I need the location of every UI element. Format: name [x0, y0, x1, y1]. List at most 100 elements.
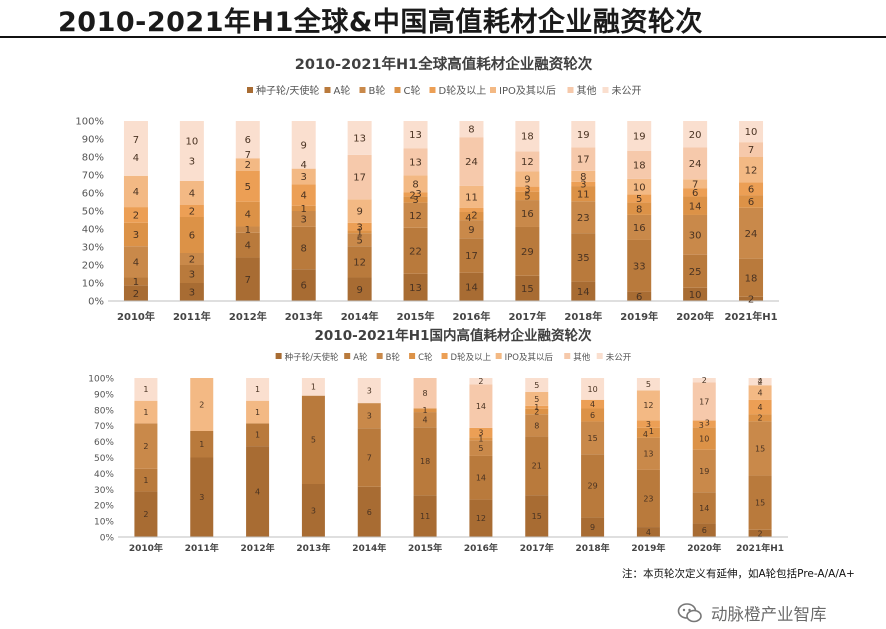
wechat-logo-icon	[677, 603, 702, 623]
domestic-legend-label-0: 种子轮/天使轮	[285, 352, 339, 363]
global-bar-segment	[235, 121, 260, 159]
global-bar-segment	[515, 275, 540, 301]
domestic-legend-swatch-4	[441, 353, 448, 359]
domestic-data-label: 3	[367, 386, 372, 395]
global-bar-segment	[683, 214, 708, 255]
global-data-label: 6	[301, 281, 307, 292]
global-data-label: 12	[353, 257, 366, 268]
global-data-label: 7	[245, 275, 251, 286]
global-data-label: 13	[409, 283, 422, 294]
domestic-data-label: 6	[367, 508, 372, 517]
global-bar-segment	[347, 230, 372, 234]
domestic-bar-segment	[357, 428, 381, 487]
global-data-label: 8	[580, 172, 586, 183]
domestic-bar-segment	[134, 491, 158, 537]
global-data-label: 11	[465, 192, 478, 203]
global-data-label: 2	[133, 211, 139, 222]
domestic-data-label: 4	[646, 528, 651, 537]
global-data-label: 4	[301, 160, 307, 171]
global-bar-segment	[739, 142, 764, 157]
domestic-data-label: 10	[587, 385, 597, 394]
domestic-ytick-label: 10%	[94, 518, 114, 528]
global-data-label: 6	[748, 197, 754, 208]
domestic-data-label: 17	[699, 397, 709, 406]
global-data-label: 35	[577, 253, 590, 264]
domestic-data-label: 4	[758, 403, 763, 412]
global-ytick-label: 40%	[82, 225, 104, 236]
title-rule	[0, 36, 886, 38]
domestic-legend-swatch-1	[344, 353, 351, 359]
global-data-label: 18	[633, 160, 646, 171]
domestic-data-label: 5	[311, 436, 316, 445]
global-data-label: 17	[577, 155, 590, 166]
global-bar-segment	[179, 253, 204, 265]
global-bar-segment	[627, 194, 652, 203]
domestic-category-label: 2012年	[241, 542, 275, 554]
global-data-label: 4	[133, 257, 139, 268]
domestic-data-label: 1	[143, 385, 148, 394]
global-bar-segment	[683, 147, 708, 180]
domestic-bar-segment	[413, 408, 437, 413]
domestic-bar-segment	[246, 423, 270, 447]
domestic-bar-segment	[581, 517, 605, 537]
domestic-bar-segment	[413, 427, 437, 496]
domestic-category-label: 2011年	[185, 542, 219, 554]
domestic-bar-segment	[692, 420, 716, 428]
global-bar-segment	[123, 285, 148, 301]
global-bar-segment	[739, 258, 764, 297]
domestic-bar-segment	[469, 437, 493, 441]
global-bar-segment	[571, 233, 596, 282]
global-bar-segment	[235, 226, 260, 233]
global-data-label: 5	[524, 191, 530, 202]
global-data-label: 2	[748, 294, 754, 305]
global-legend-label-5: IPO及其以后	[499, 85, 556, 97]
global-category-label: 2010年	[117, 310, 155, 323]
domestic-category-label: 2019年	[631, 542, 665, 554]
global-bar-segment	[179, 121, 204, 181]
domestic-data-label: 5	[646, 380, 651, 389]
domestic-data-label: 1	[478, 435, 483, 444]
domestic-bar-segment	[525, 378, 549, 392]
domestic-data-label: 4	[758, 388, 763, 397]
global-data-label: 4	[189, 189, 195, 200]
global-bar-segment	[683, 188, 708, 197]
global-bar-segment	[459, 185, 484, 208]
global-data-label: 14	[689, 201, 702, 212]
domestic-ytick-label: 30%	[94, 486, 114, 496]
global-data-label: 10	[186, 137, 199, 148]
global-bar-segment	[683, 121, 708, 148]
domestic-bar-segment	[357, 486, 381, 537]
global-bar-segment	[627, 202, 652, 215]
domestic-legend-swatch-0	[275, 353, 282, 359]
global-data-label: 6	[245, 135, 251, 146]
domestic-bar-segment	[748, 399, 772, 415]
global-data-label: 2	[409, 191, 415, 202]
global-data-label: 3	[189, 288, 195, 299]
domestic-data-label: 2	[702, 376, 707, 385]
domestic-legend-label-7: 未公开	[606, 352, 632, 363]
domestic-chart-title: 2010-2021年H1国内高值耗材企业融资轮次	[315, 327, 592, 344]
global-bar-segment	[683, 254, 708, 288]
global-bar-segment	[123, 222, 148, 247]
global-bar-segment	[347, 246, 372, 278]
global-data-label: 3	[524, 185, 530, 196]
global-data-label: 2	[189, 207, 195, 218]
global-bar-segment	[235, 201, 260, 227]
global-category-label: 2017年	[508, 310, 546, 323]
global-data-label: 8	[468, 125, 474, 136]
global-bar-segment	[571, 281, 596, 301]
domestic-bar-segment	[246, 446, 270, 537]
global-bar-segment	[459, 272, 484, 301]
domestic-bar-segment	[357, 378, 381, 404]
domestic-legend-swatch-5	[495, 353, 502, 359]
domestic-bar-segment	[636, 420, 660, 428]
global-bar-segment	[347, 222, 372, 231]
global-bar-segment	[683, 196, 708, 215]
domestic-data-label: 2	[534, 407, 539, 416]
global-data-label: 10	[633, 182, 646, 193]
global-bar-segment	[571, 201, 596, 234]
domestic-bar-segment	[636, 437, 660, 470]
global-data-label: 23	[577, 213, 590, 224]
global-data-label: 10	[745, 127, 758, 138]
domestic-legend-label-5: IPO及其以后	[505, 352, 554, 363]
